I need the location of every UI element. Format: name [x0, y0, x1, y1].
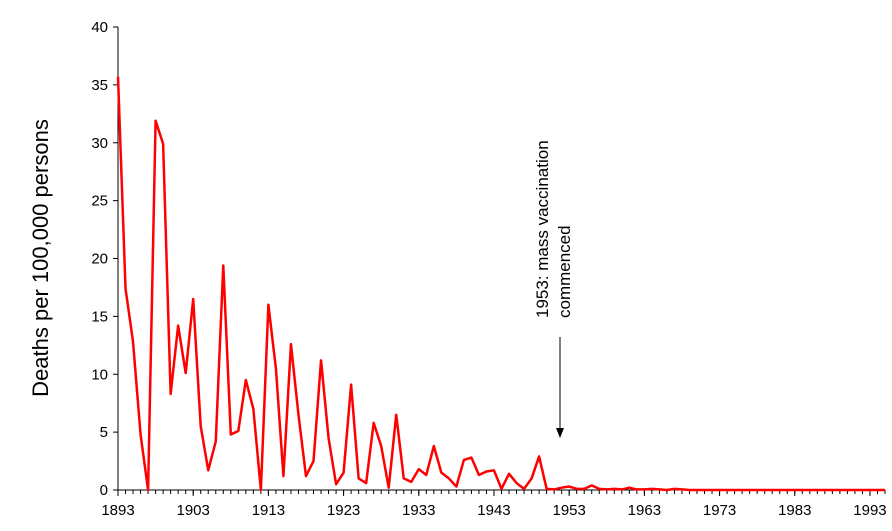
y-tick-label: 0: [100, 482, 108, 499]
y-tick-label: 35: [91, 77, 108, 94]
x-tick-label: 1913: [252, 502, 285, 519]
y-tick-label: 15: [91, 308, 108, 325]
x-tick-label: 1963: [628, 502, 661, 519]
annotation: 1953: mass vaccination: [533, 140, 552, 318]
x-tick-label: 1923: [327, 502, 360, 519]
x-tick-label: 1903: [177, 502, 210, 519]
x-tick-label: 1983: [778, 502, 811, 519]
y-tick-label: 25: [91, 193, 108, 210]
data-line: [116, 76, 885, 492]
annotation: commenced: [555, 225, 574, 318]
x-tick-label: 1953: [552, 502, 585, 519]
x-tick-label: 1943: [477, 502, 510, 519]
y-tick-label: 30: [91, 135, 108, 152]
x-tick-label: 1973: [703, 502, 736, 519]
x-tick-label: 1893: [101, 502, 134, 519]
annotation-arrowhead: [556, 428, 564, 438]
y-tick-label: 20: [91, 251, 108, 268]
x-tick-label: 1993: [853, 502, 886, 519]
y-tick-label: 10: [91, 366, 108, 383]
y-tick-label: 40: [91, 19, 108, 36]
y-axis-label: Deaths per 100,000 persons: [28, 119, 53, 397]
x-tick-label: 1933: [402, 502, 435, 519]
y-tick-label: 5: [100, 424, 108, 441]
